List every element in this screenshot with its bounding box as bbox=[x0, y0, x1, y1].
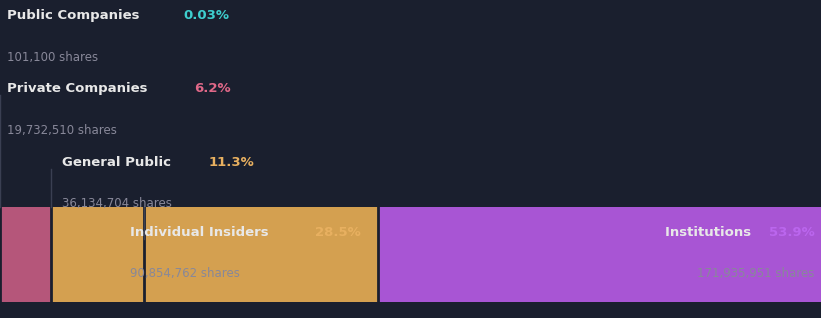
Text: 36,134,704 shares: 36,134,704 shares bbox=[62, 197, 172, 210]
Text: 11.3%: 11.3% bbox=[209, 156, 254, 169]
Text: 90,854,762 shares: 90,854,762 shares bbox=[130, 267, 240, 280]
Text: Institutions: Institutions bbox=[665, 225, 755, 238]
Text: 28.5%: 28.5% bbox=[314, 225, 360, 238]
Text: 171,935,951 shares: 171,935,951 shares bbox=[697, 267, 814, 280]
Text: 0.03%: 0.03% bbox=[184, 9, 230, 22]
Bar bbox=[144, 207, 378, 302]
Text: General Public: General Public bbox=[62, 156, 175, 169]
Bar bbox=[378, 207, 821, 302]
Bar bbox=[51, 207, 144, 302]
Text: 101,100 shares: 101,100 shares bbox=[7, 51, 98, 64]
Text: Individual Insiders: Individual Insiders bbox=[130, 225, 273, 238]
Bar bbox=[0, 207, 51, 302]
Text: Private Companies: Private Companies bbox=[7, 82, 152, 95]
Text: 6.2%: 6.2% bbox=[194, 82, 231, 95]
Text: 19,732,510 shares: 19,732,510 shares bbox=[7, 124, 117, 137]
Text: 53.9%: 53.9% bbox=[768, 225, 814, 238]
Text: Public Companies: Public Companies bbox=[7, 9, 144, 22]
